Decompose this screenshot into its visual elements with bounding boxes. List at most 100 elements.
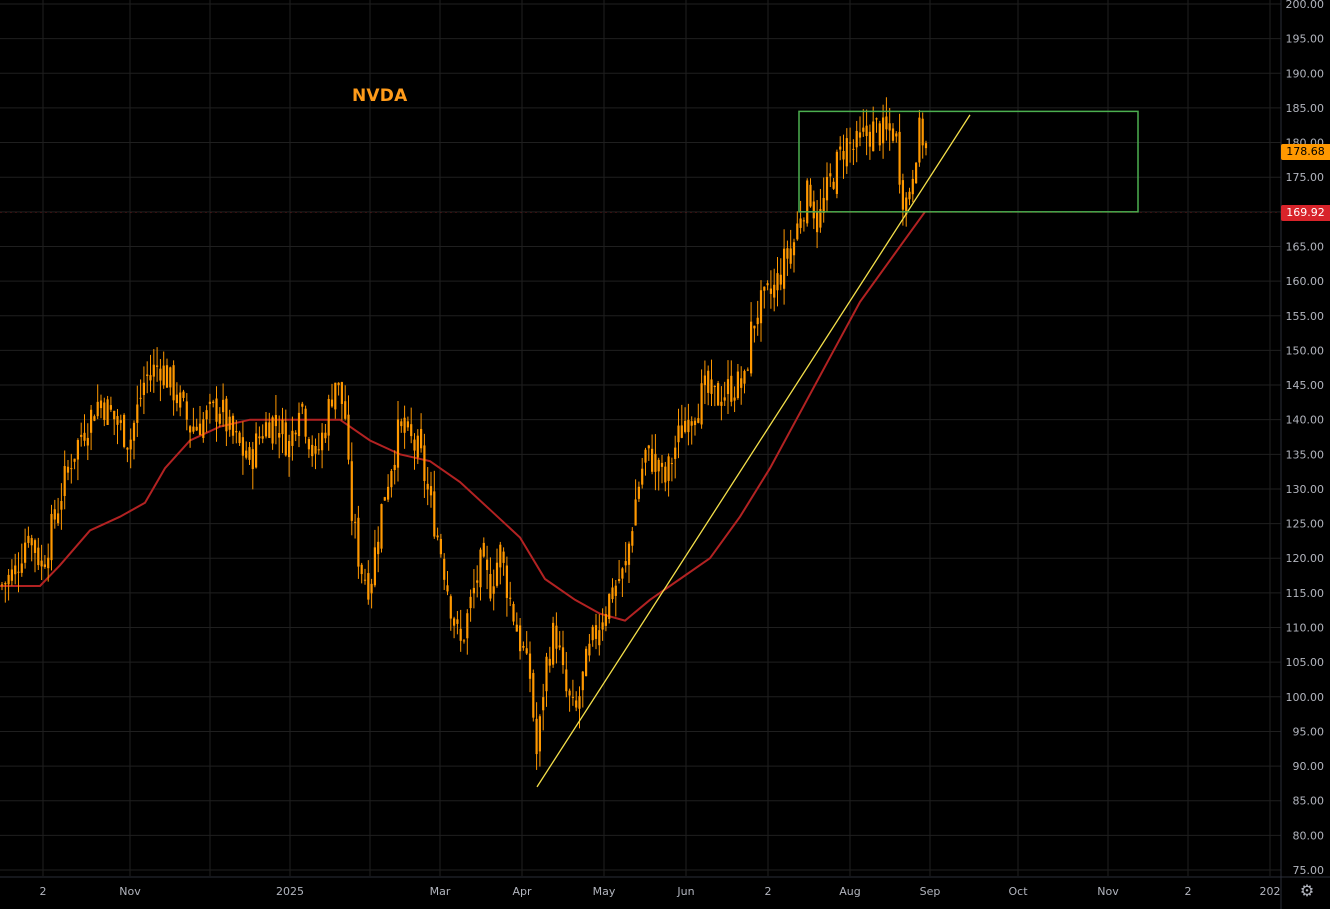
- candle-body: [469, 596, 472, 609]
- candle-body: [380, 504, 383, 549]
- candle-body: [354, 521, 357, 523]
- settings-gear-icon[interactable]: ⚙: [1299, 881, 1315, 900]
- candle-body: [901, 180, 904, 210]
- candle-body: [40, 560, 43, 567]
- y-tick-label: 145.00: [1286, 379, 1325, 392]
- candle-body: [228, 416, 231, 430]
- candle-body: [235, 430, 238, 433]
- candle-body: [594, 625, 598, 639]
- candle-body: [268, 422, 271, 438]
- candle-body: [53, 509, 56, 520]
- y-tick-label: 80.00: [1293, 829, 1325, 842]
- candle-body: [90, 409, 93, 433]
- candle-body: [918, 117, 921, 163]
- y-tick-label: 110.00: [1286, 622, 1325, 635]
- candle-body: [581, 671, 584, 691]
- candle-body: [895, 133, 898, 137]
- candle-body: [301, 403, 304, 407]
- candle-body: [327, 398, 330, 436]
- candle-body: [251, 449, 254, 470]
- candle-body: [17, 571, 20, 573]
- candle-body: [608, 593, 611, 620]
- candle-body: [367, 573, 370, 600]
- candle-body: [63, 466, 66, 496]
- y-tick-label: 115.00: [1286, 587, 1325, 600]
- x-tick-label: Aug: [839, 885, 860, 898]
- candle-body: [571, 696, 574, 698]
- x-tick-label: 2025: [276, 885, 304, 898]
- candle-body: [723, 397, 726, 401]
- candle-body: [542, 697, 545, 711]
- candle-body: [476, 580, 479, 583]
- candle-body: [390, 470, 393, 488]
- drawings[interactable]: [0, 110, 1281, 788]
- candle-body: [515, 624, 518, 632]
- candle-body: [360, 564, 363, 575]
- candle-body: [868, 131, 871, 147]
- candle-body: [743, 370, 746, 384]
- candle-body: [839, 146, 842, 150]
- candle-body: [538, 716, 541, 752]
- candle-body: [466, 613, 469, 639]
- candle-body: [165, 365, 169, 388]
- candle-body: [311, 444, 314, 457]
- y-tick-label: 85.00: [1293, 795, 1325, 808]
- candle-body: [459, 628, 462, 641]
- y-tick-label: 200.00: [1286, 0, 1325, 11]
- candle-body: [185, 401, 188, 420]
- candle-body: [707, 370, 710, 393]
- candle-body: [86, 437, 89, 446]
- candle-body: [558, 645, 561, 648]
- candle-body: [730, 375, 733, 402]
- y-tick-label: 90.00: [1293, 760, 1325, 773]
- candle-body: [413, 439, 416, 451]
- y-tick-label: 125.00: [1286, 518, 1325, 531]
- candle-body: [736, 371, 739, 399]
- candle-body: [809, 184, 812, 207]
- candle-body: [687, 419, 690, 433]
- candle-body: [598, 630, 601, 646]
- candle-body: [420, 428, 423, 449]
- candle-body: [396, 419, 400, 468]
- candle-body: [393, 464, 396, 471]
- candle-body: [4, 583, 7, 585]
- candle-body: [733, 397, 736, 401]
- candle-body: [703, 375, 706, 386]
- candle-body: [271, 417, 274, 444]
- candle-body: [819, 209, 822, 228]
- candle-body: [535, 718, 538, 755]
- y-tick-label: 155.00: [1286, 310, 1325, 323]
- candle-body: [637, 486, 640, 499]
- candle-body: [443, 558, 446, 580]
- candle-body: [350, 461, 353, 521]
- candle-body: [334, 382, 337, 410]
- candle-body: [202, 419, 205, 438]
- candle-body: [126, 447, 129, 450]
- trendline: [536, 114, 971, 788]
- candle-body: [677, 425, 680, 443]
- candle-body: [83, 432, 86, 441]
- candle-body: [849, 142, 852, 144]
- candle-body: [644, 449, 647, 463]
- y-tick-label: 135.00: [1286, 448, 1325, 461]
- x-tick-label: 2: [1185, 885, 1192, 898]
- candle-body: [763, 286, 766, 291]
- candles: [0, 97, 928, 770]
- candle-body: [862, 127, 865, 132]
- candle-body: [578, 696, 581, 709]
- candle-body: [14, 565, 17, 575]
- candle-body: [700, 383, 703, 425]
- candle-body: [845, 138, 848, 167]
- candle-body: [291, 430, 294, 446]
- candle-body: [189, 426, 192, 433]
- candle-body: [621, 568, 624, 579]
- candle-body: [660, 462, 664, 467]
- candle-body: [337, 382, 340, 386]
- candle-body: [779, 274, 782, 285]
- candle-body: [693, 420, 697, 426]
- candle-body: [129, 439, 132, 450]
- candle-body: [806, 180, 809, 224]
- candle-body: [423, 445, 426, 482]
